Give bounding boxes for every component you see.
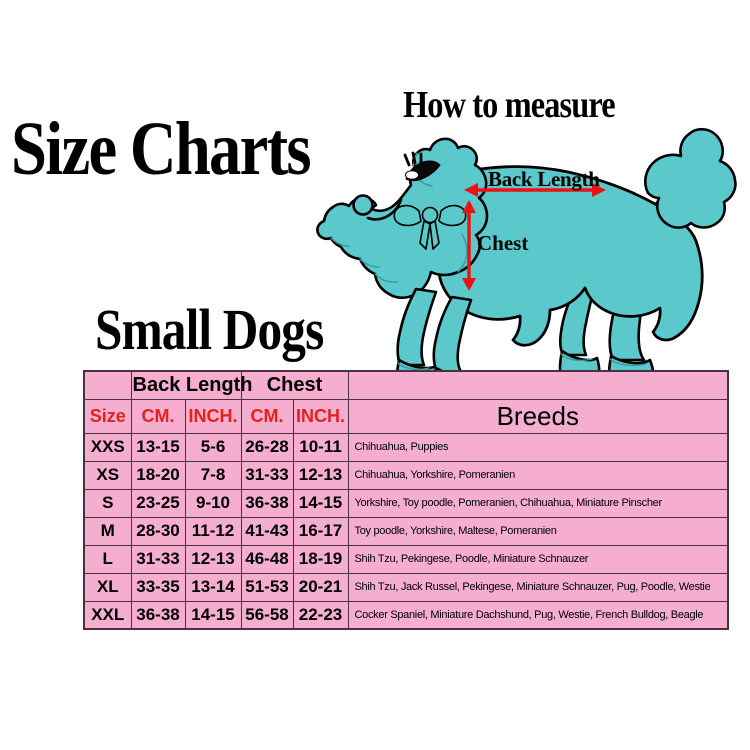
- svg-text:Back Length: Back Length: [488, 167, 600, 191]
- svg-text:Chest: Chest: [477, 231, 528, 255]
